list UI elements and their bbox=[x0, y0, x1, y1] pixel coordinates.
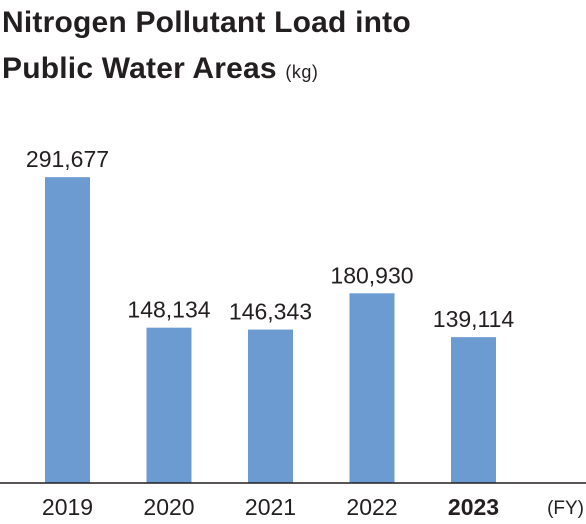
title-line-1: Nitrogen Pollutant Load into bbox=[2, 6, 411, 39]
value-labels-group: 291,677 148,134 146,343 180,930 139,114 bbox=[26, 146, 514, 332]
x-tick-labels-group: 2019 2020 2021 2022 2023 bbox=[42, 494, 499, 520]
value-label-2021: 146,343 bbox=[229, 299, 312, 325]
x-tick-label-2019: 2019 bbox=[42, 494, 93, 520]
chart-title: Nitrogen Pollutant Load into Public Wate… bbox=[2, 0, 411, 95]
bar-2022 bbox=[349, 293, 395, 483]
value-label-2022: 180,930 bbox=[330, 262, 413, 288]
bar-2023 bbox=[451, 337, 496, 483]
bar-2019 bbox=[45, 177, 90, 483]
bars-group bbox=[45, 177, 496, 483]
bar-2021 bbox=[248, 329, 293, 483]
bar-2020 bbox=[146, 327, 192, 483]
x-tick-label-2021: 2021 bbox=[245, 494, 296, 520]
x-tick-label-2022: 2022 bbox=[346, 494, 397, 520]
value-label-2020: 148,134 bbox=[127, 297, 210, 323]
x-unit-label: (FY) bbox=[547, 498, 584, 519]
title-unit: (kg) bbox=[285, 62, 319, 82]
value-label-2023: 139,114 bbox=[433, 306, 515, 332]
title-line-2: Public Water Areas bbox=[2, 52, 277, 85]
x-tick-label-2020: 2020 bbox=[143, 494, 194, 520]
value-label-2019: 291,677 bbox=[26, 146, 109, 172]
x-tick-label-2023: 2023 bbox=[448, 494, 499, 520]
